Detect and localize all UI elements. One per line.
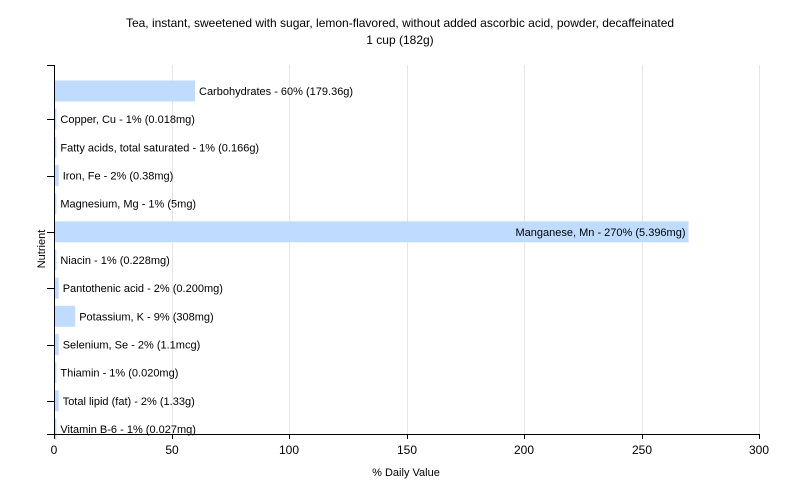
y-axis-title: Nutrient bbox=[36, 230, 48, 269]
bar bbox=[55, 418, 57, 440]
x-tick-label: 0 bbox=[51, 443, 58, 457]
bar bbox=[55, 277, 59, 299]
bar-label: Total lipid (fat) - 2% (1.33g) bbox=[63, 396, 195, 408]
bar bbox=[55, 249, 57, 271]
bar-label: Fatty acids, total saturated - 1% (0.166… bbox=[60, 142, 259, 154]
bars bbox=[55, 80, 689, 440]
grid-lines bbox=[172, 65, 760, 434]
x-tick-label: 100 bbox=[279, 443, 299, 457]
bar-label: Iron, Fe - 2% (0.38mg) bbox=[63, 171, 174, 183]
bar-label: Potassium, K - 9% (308mg) bbox=[79, 311, 214, 323]
bar bbox=[55, 221, 689, 243]
x-tick-label: 250 bbox=[632, 443, 652, 457]
bar-label: Selenium, Se - 2% (1.1mcg) bbox=[63, 340, 201, 352]
bar-label: Thiamin - 1% (0.020mg) bbox=[60, 368, 178, 380]
x-tick-label: 300 bbox=[749, 443, 769, 457]
chart-title: Tea, instant, sweetened with sugar, lemo… bbox=[125, 16, 675, 30]
bar-label: Niacin - 1% (0.228mg) bbox=[60, 255, 169, 267]
bar bbox=[55, 108, 57, 130]
bar bbox=[55, 165, 59, 186]
x-tick-label: 200 bbox=[514, 443, 534, 457]
bar-label: Copper, Cu - 1% (0.018mg) bbox=[60, 114, 195, 126]
x-axis-title: % Daily Value bbox=[372, 467, 440, 479]
bar-labels: Carbohydrates - 60% (179.36g) Copper, Cu … bbox=[60, 86, 685, 436]
bar-label: Pantothenic acid - 2% (0.200mg) bbox=[63, 283, 223, 295]
bar bbox=[55, 80, 195, 102]
bar-label: Magnesium, Mg - 1% (5mg) bbox=[60, 199, 196, 211]
bar bbox=[55, 334, 59, 355]
chart-subtitle: 1 cup (182g) bbox=[366, 33, 434, 47]
bar bbox=[55, 305, 76, 327]
bar bbox=[55, 193, 57, 215]
bar bbox=[55, 390, 59, 412]
bar-label: Carbohydrates - 60% (179.36g) bbox=[199, 86, 353, 98]
bar-label: Vitamin B-6 - 1% (0.027mg) bbox=[60, 424, 196, 436]
bar bbox=[55, 136, 57, 158]
bar bbox=[55, 362, 57, 384]
x-tick-label: 150 bbox=[397, 443, 417, 457]
x-tick-label: 50 bbox=[165, 443, 179, 457]
bar-label: Manganese, Mn - 270% (5.396mg) bbox=[516, 227, 686, 239]
x-ticks: 0 50 100 150 200 250 300 bbox=[51, 434, 769, 457]
